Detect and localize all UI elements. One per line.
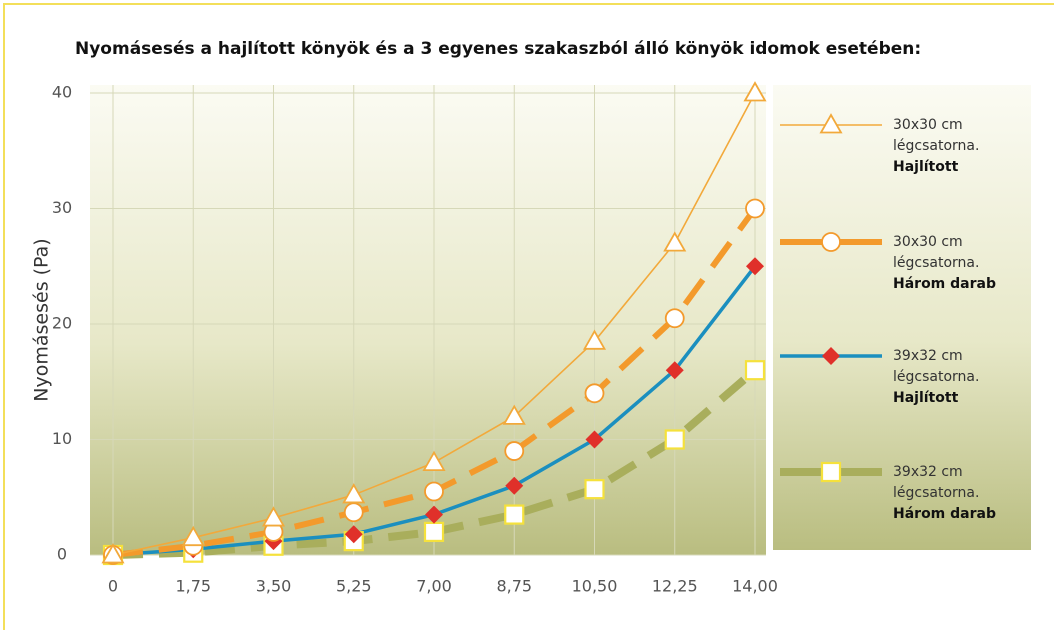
legend-name: 39x32 cm légcsatorna. (893, 348, 980, 385)
data-point (422, 450, 446, 472)
data-point (664, 429, 685, 450)
x-tick-label: 5,25 (336, 577, 372, 596)
data-point (582, 329, 607, 350)
data-point (424, 481, 444, 502)
x-tick-label: 3,50 (256, 577, 292, 596)
legend-variant: Három darab (893, 506, 996, 522)
data-point (101, 543, 125, 564)
data-point (181, 525, 205, 547)
data-point (261, 506, 286, 527)
plot-area (90, 85, 766, 555)
data-point (504, 441, 525, 461)
x-tick-label: 12,25 (652, 577, 698, 596)
chart-title: Nyomásesés a hajlított könyök és a 3 egy… (75, 39, 921, 59)
frame (3, 3, 1054, 630)
legend-marker (821, 232, 841, 252)
data-point (342, 483, 366, 504)
data-point (664, 308, 685, 329)
legend-entry: 30x30 cm légcsatorna. Három darab (893, 232, 1023, 295)
y-tick-label: 40 (52, 83, 72, 102)
data-point (745, 198, 765, 219)
x-tick-label: 8,75 (496, 577, 532, 596)
legend-name: 30x30 cm légcsatorna. (893, 117, 980, 154)
series-line (112, 367, 758, 559)
data-point (505, 476, 524, 495)
legend-name: 30x30 cm légcsatorna. (893, 234, 980, 271)
data-point (502, 404, 526, 425)
legend-variant: Hajlított (893, 390, 959, 406)
y-tick-label: 30 (52, 198, 72, 217)
x-tick-label: 0 (108, 577, 118, 596)
x-tick-label: 10,50 (572, 577, 618, 596)
y-tick-label: 10 (52, 429, 72, 448)
data-point (343, 502, 364, 523)
legend-entry: 39x32 cm légcsatorna. Hajlított (893, 346, 1023, 409)
data-point (663, 231, 687, 252)
y-tick-label: 0 (57, 545, 67, 564)
y-axis-label: Nyomásesés (Pa) (31, 238, 53, 401)
legend-marker (819, 113, 843, 134)
data-point (423, 521, 445, 543)
legend-variant: Három darab (893, 276, 996, 292)
x-tick-label: 14,00 (732, 577, 778, 596)
legend-variant: Hajlított (893, 159, 959, 175)
legend-name: 39x32 cm légcsatorna. (893, 464, 980, 501)
x-tick-label: 7,00 (416, 577, 452, 596)
data-point (743, 81, 767, 102)
data-point (425, 505, 443, 524)
legend-entry: 39x32 cm légcsatorna. Három darab (893, 462, 1023, 525)
y-tick-label: 20 (52, 314, 72, 333)
data-point (504, 504, 525, 525)
x-tick-label: 1,75 (175, 577, 211, 596)
data-point (585, 430, 604, 449)
legend-entry: 30x30 cm légcsatorna. Hajlított (893, 115, 1023, 178)
data-point (584, 383, 605, 404)
data-point (665, 361, 684, 380)
legend-marker (820, 461, 842, 483)
data-point (744, 360, 766, 381)
data-point (746, 257, 764, 276)
legend-marker (822, 347, 840, 365)
data-point (584, 479, 605, 500)
data-point (344, 525, 363, 544)
